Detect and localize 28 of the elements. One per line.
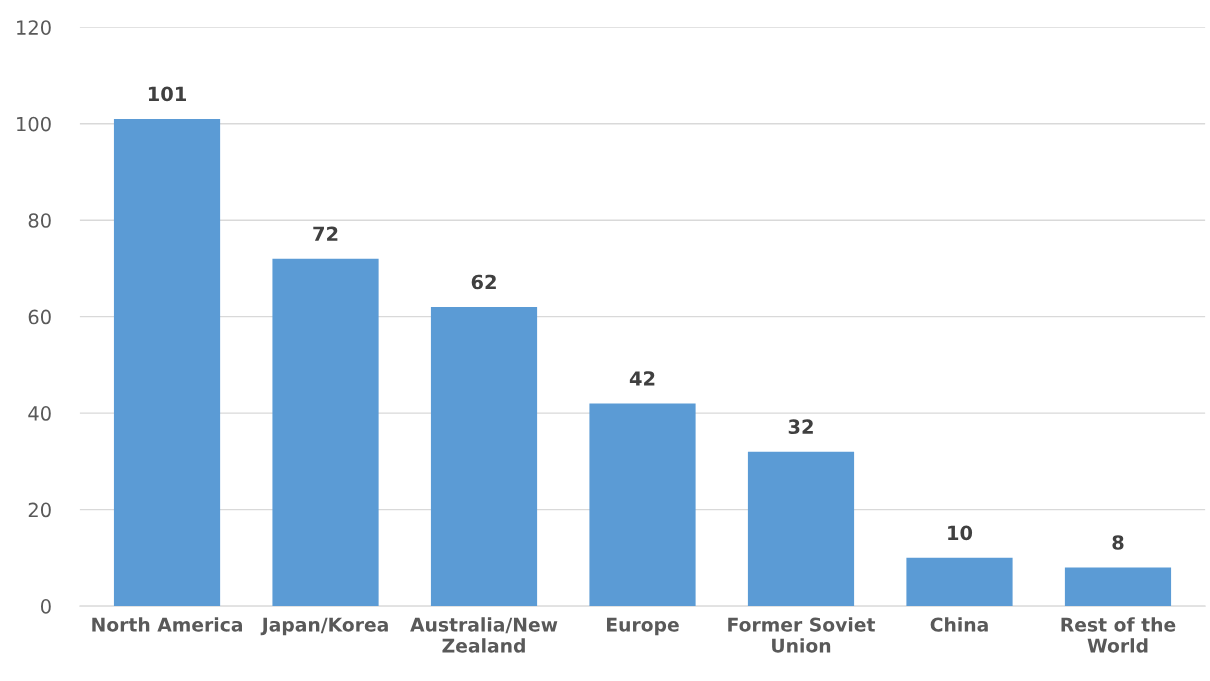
bar <box>272 258 379 607</box>
x-tick-label: Former Soviet Union <box>728 617 876 653</box>
y-tick-label: 120 <box>17 20 51 35</box>
x-tick-label: Rest of the World <box>1061 617 1176 653</box>
y-tick-label: 20 <box>28 502 51 518</box>
x-tick-label: Australia/New Zealand <box>410 617 558 653</box>
bar <box>906 557 1013 607</box>
y-tick-label: 100 <box>17 116 51 132</box>
x-tick-label: Japan/Korea <box>260 617 388 636</box>
bar <box>589 403 696 607</box>
y-tick-label: 40 <box>28 406 51 421</box>
data-label: 101 <box>148 86 186 102</box>
x-tick-label: Europe <box>607 617 679 636</box>
bar <box>1064 567 1172 607</box>
y-tick-label: 80 <box>28 213 51 228</box>
x-tick-label: North America <box>92 617 242 632</box>
data-label: 32 <box>788 419 813 435</box>
bar <box>113 118 221 607</box>
y-tick-label: 0 <box>40 599 51 614</box>
bar <box>747 451 855 607</box>
data-label: 72 <box>313 226 338 241</box>
bar <box>430 307 538 607</box>
x-tick-label: China <box>930 617 988 632</box>
data-label: 8 <box>1112 535 1124 550</box>
data-label: 42 <box>629 371 655 386</box>
data-label: 10 <box>948 525 973 541</box>
y-tick-label: 60 <box>28 309 51 325</box>
data-label: 62 <box>471 274 496 290</box>
